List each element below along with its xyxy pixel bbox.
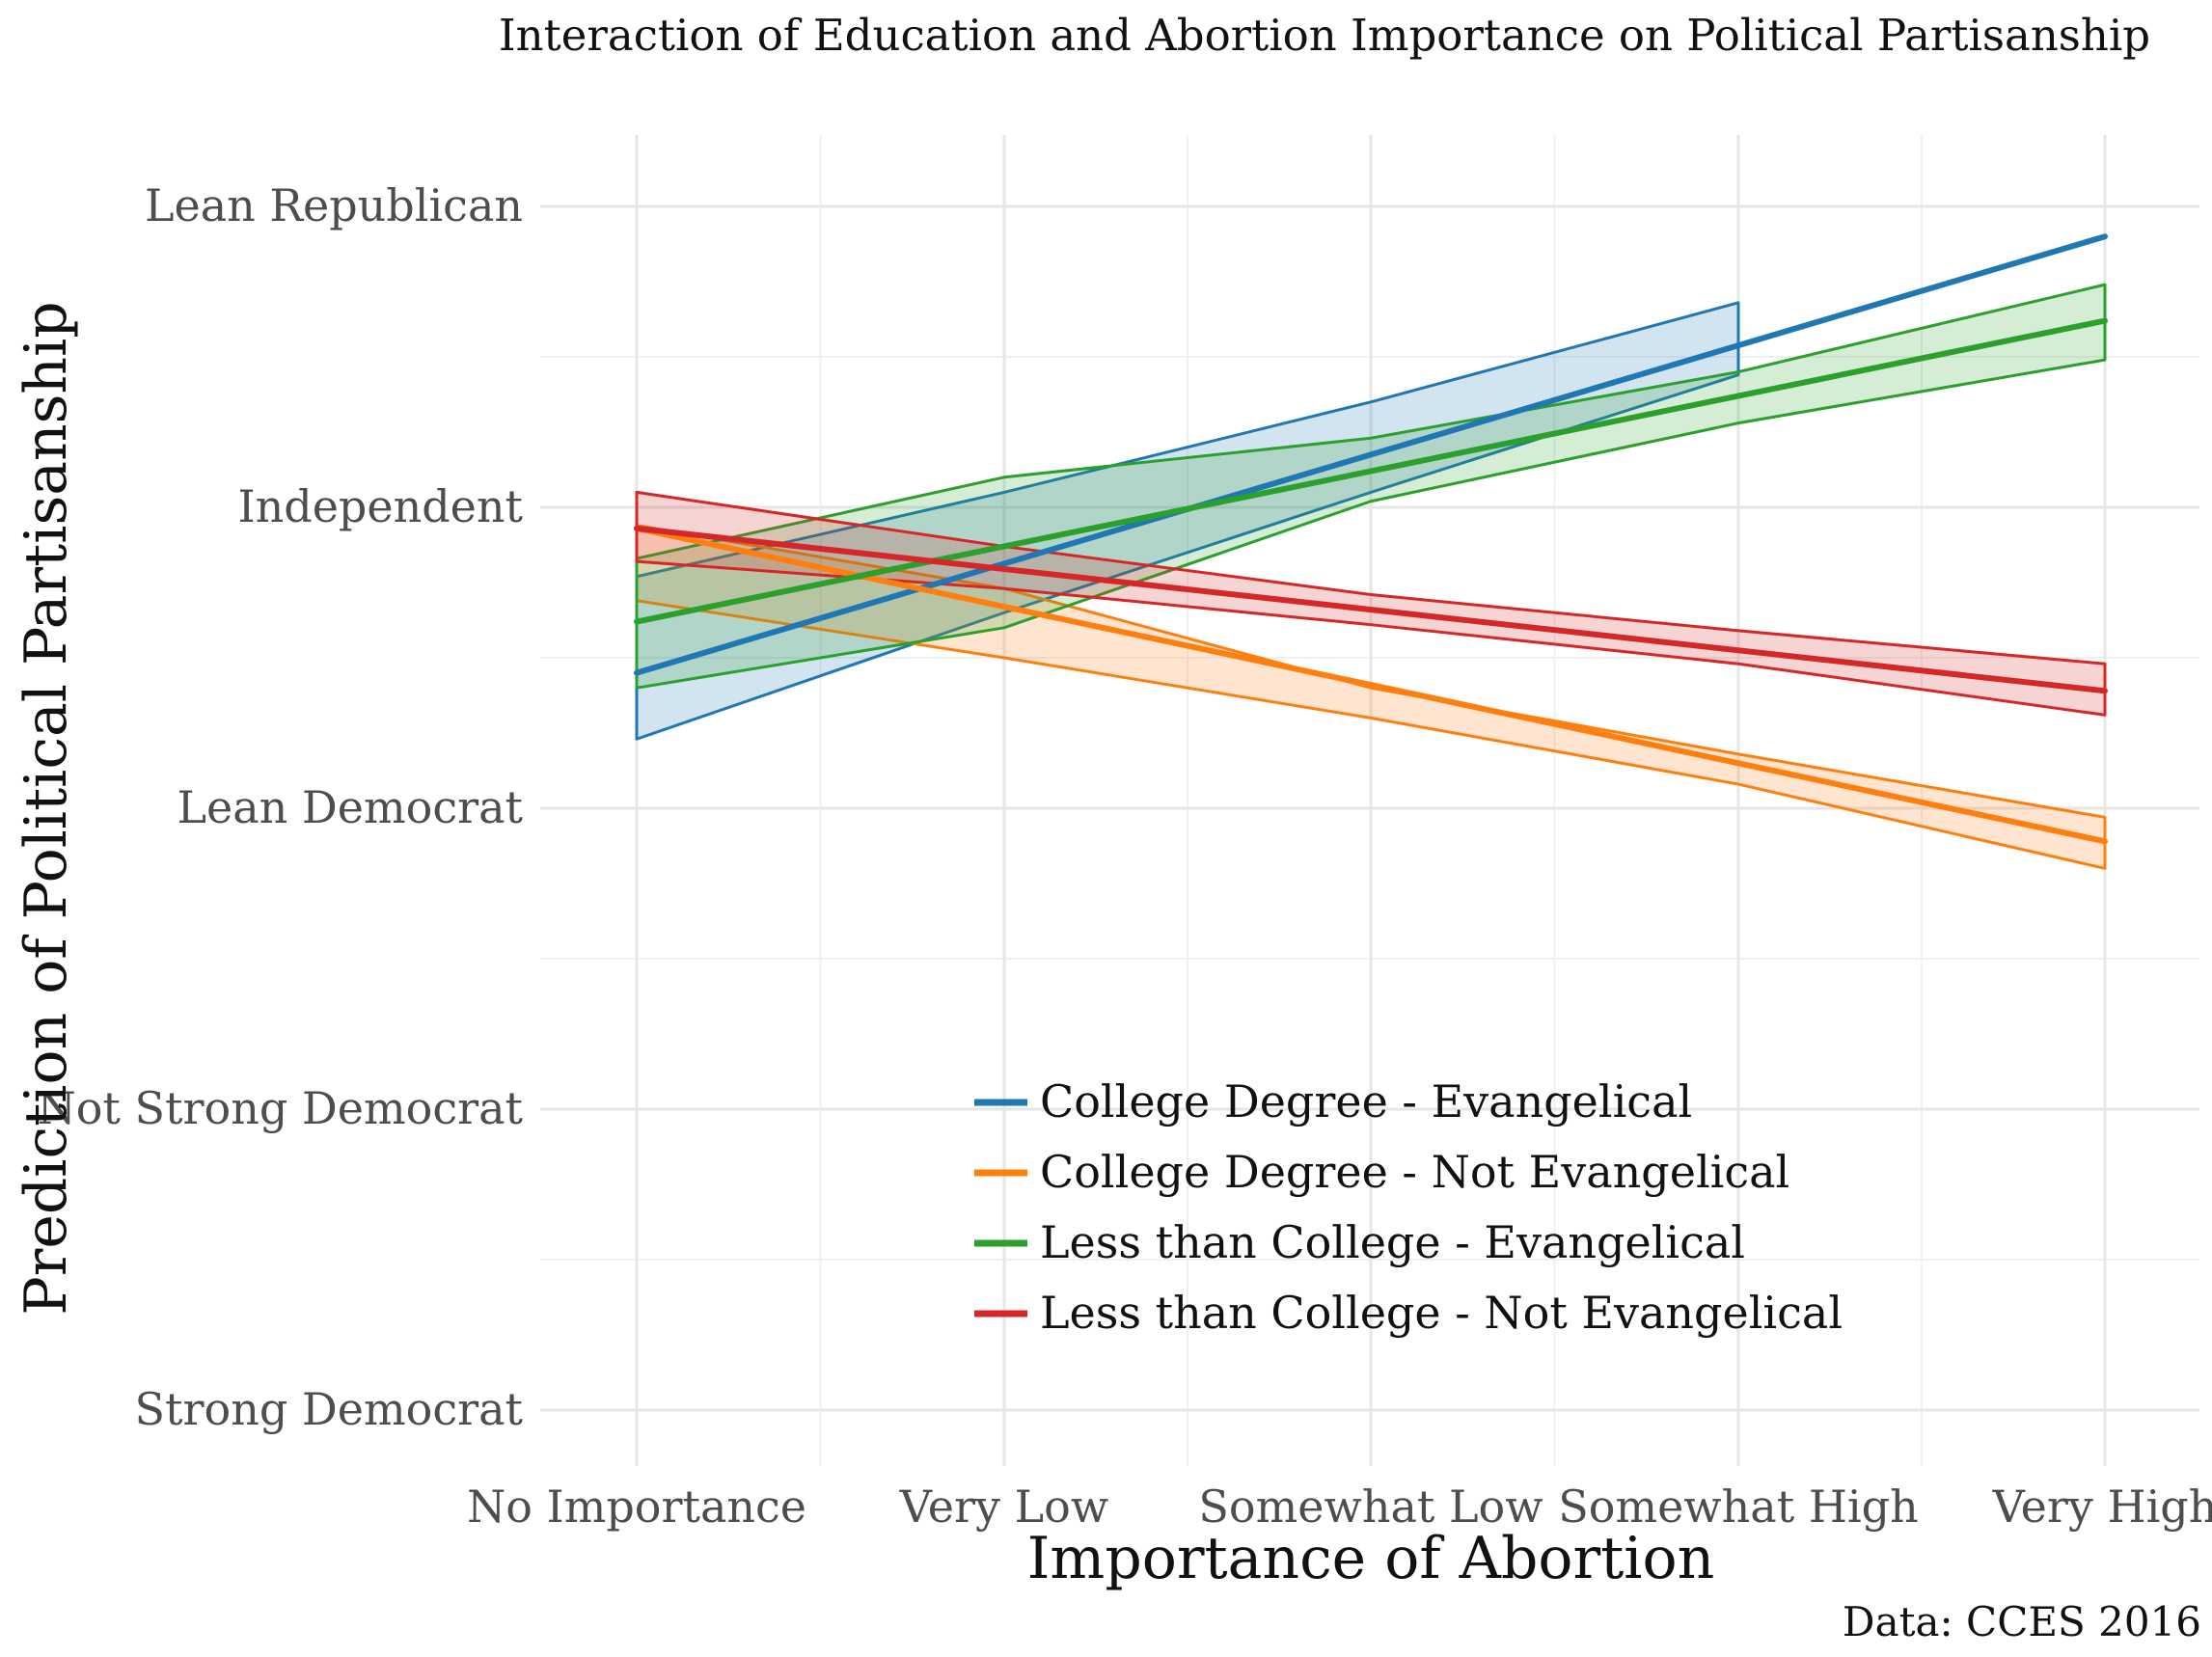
y-axis-title: Prediction of Political Partisanship xyxy=(13,301,80,1315)
x-axis-title: Importance of Abortion xyxy=(1027,1525,1715,1592)
x-tick-label: Very High xyxy=(1992,1480,2212,1533)
fit-lines xyxy=(634,233,2108,845)
x-tick-label: Somewhat Low xyxy=(1198,1480,1543,1533)
legend-label: College Degree - Evangelical xyxy=(1040,1075,1692,1127)
legend: College Degree - Evangelical College Degr… xyxy=(974,1075,1843,1339)
x-tick-label: Somewhat High xyxy=(1558,1480,1918,1533)
x-tick-label: No Importance xyxy=(467,1480,806,1533)
y-tick-label: Strong Democrat xyxy=(135,1383,524,1435)
chart-title: Interaction of Education and Abortion Im… xyxy=(499,10,2150,61)
y-tick-label: Independent xyxy=(237,480,523,532)
fit-line xyxy=(634,233,2108,676)
legend-label: College Degree - Not Evangelical xyxy=(1040,1146,1789,1198)
fit-line xyxy=(634,525,2108,845)
x-tick-labels: No Importance Very Low Somewhat Low Somewha… xyxy=(467,1480,2212,1533)
fit-line xyxy=(634,317,2108,625)
y-tick-label: Lean Democrat xyxy=(177,781,523,833)
fit-line xyxy=(634,525,2108,694)
x-tick-label: Very Low xyxy=(899,1480,1108,1533)
data-source-caption: Data: CCES 2016 xyxy=(1843,1598,2201,1645)
confidence-ribbon xyxy=(635,524,2107,870)
y-tick-labels: Strong Democrat Not Strong Democrat Lean D… xyxy=(37,179,523,1435)
y-tick-label: Lean Republican xyxy=(145,179,523,231)
legend-label: Less than College - Evangelical xyxy=(1040,1216,1745,1268)
y-tick-label: Not Strong Democrat xyxy=(37,1082,523,1134)
confidence-ribbon xyxy=(635,301,1740,741)
confidence-ribbon xyxy=(635,283,2107,690)
legend-label: Less than College - Not Evangelical xyxy=(1040,1287,1843,1339)
